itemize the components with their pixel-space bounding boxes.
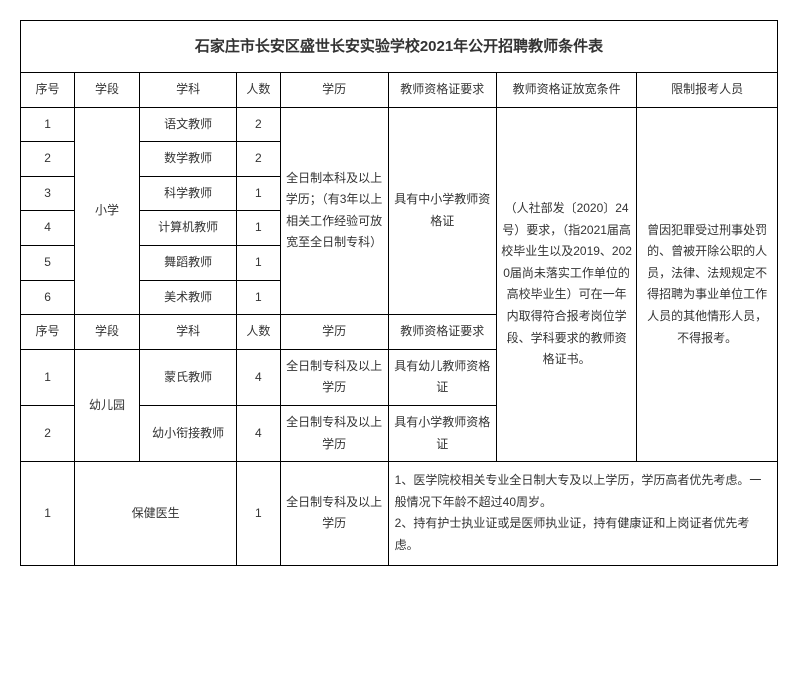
header-row-1: 序号 学段 学科 人数 学历 教师资格证要求 教师资格证放宽条件 限制报考人员 xyxy=(21,73,778,108)
table-row: 1 保健医生 1 全日制专科及以上学历 1、医学院校相关专业全日制大专及以上学历… xyxy=(21,462,778,565)
header-seq: 序号 xyxy=(21,73,75,108)
header-relax: 教师资格证放宽条件 xyxy=(496,73,637,108)
cell-edu-primary: 全日制本科及以上学历；（有3年以上相关工作经验可放宽至全日制专科） xyxy=(280,107,388,315)
cell-edu: 全日制专科及以上学历 xyxy=(280,405,388,461)
cell-count: 4 xyxy=(237,405,280,461)
cell-count: 2 xyxy=(237,142,280,177)
cell-subject-doctor: 保健医生 xyxy=(75,462,237,565)
cell-stage-kinder: 幼儿园 xyxy=(75,349,140,461)
cell-subject: 数学教师 xyxy=(139,142,236,177)
cell-subject: 语文教师 xyxy=(139,107,236,142)
title-row: 石家庄市长安区盛世长安实验学校2021年公开招聘教师条件表 xyxy=(21,21,778,73)
cell-seq: 2 xyxy=(21,405,75,461)
header-edu: 学历 xyxy=(280,73,388,108)
header-stage: 学段 xyxy=(75,315,140,350)
cell-count: 1 xyxy=(237,245,280,280)
cell-subject: 科学教师 xyxy=(139,176,236,211)
cell-count: 1 xyxy=(237,462,280,565)
header-count: 人数 xyxy=(237,315,280,350)
cell-seq: 6 xyxy=(21,280,75,315)
cell-subject: 幼小衔接教师 xyxy=(139,405,236,461)
header-subject: 学科 xyxy=(139,73,236,108)
table-row: 1 小学 语文教师 2 全日制本科及以上学历；（有3年以上相关工作经验可放宽至全… xyxy=(21,107,778,142)
header-seq: 序号 xyxy=(21,315,75,350)
cell-seq: 2 xyxy=(21,142,75,177)
cell-subject: 计算机教师 xyxy=(139,211,236,246)
cell-cert-primary: 具有中小学教师资格证 xyxy=(388,107,496,315)
header-restrict: 限制报考人员 xyxy=(637,73,778,108)
header-cert: 教师资格证要求 xyxy=(388,315,496,350)
cell-count: 1 xyxy=(237,211,280,246)
cell-count: 4 xyxy=(237,349,280,405)
cell-stage-primary: 小学 xyxy=(75,107,140,315)
cell-count: 1 xyxy=(237,280,280,315)
cell-seq: 1 xyxy=(21,107,75,142)
cell-subject: 蒙氏教师 xyxy=(139,349,236,405)
cell-subject: 舞蹈教师 xyxy=(139,245,236,280)
cell-relax: （人社部发〔2020〕24号）要求，（指2021届高校毕业生以及2019、202… xyxy=(496,107,637,462)
table-title: 石家庄市长安区盛世长安实验学校2021年公开招聘教师条件表 xyxy=(21,21,778,73)
header-cert: 教师资格证要求 xyxy=(388,73,496,108)
header-count: 人数 xyxy=(237,73,280,108)
cell-seq: 1 xyxy=(21,462,75,565)
cell-seq: 4 xyxy=(21,211,75,246)
cell-cert: 具有小学教师资格证 xyxy=(388,405,496,461)
cell-restrict: 曾因犯罪受过刑事处罚的、曾被开除公职的人员，法律、法规规定不得招聘为事业单位工作… xyxy=(637,107,778,462)
cell-count: 1 xyxy=(237,176,280,211)
cell-subject: 美术教师 xyxy=(139,280,236,315)
recruitment-table: 石家庄市长安区盛世长安实验学校2021年公开招聘教师条件表 序号 学段 学科 人… xyxy=(20,20,778,566)
cell-count: 2 xyxy=(237,107,280,142)
cell-edu: 全日制专科及以上学历 xyxy=(280,462,388,565)
header-subject: 学科 xyxy=(139,315,236,350)
cell-cert: 具有幼儿教师资格证 xyxy=(388,349,496,405)
cell-seq: 1 xyxy=(21,349,75,405)
header-stage: 学段 xyxy=(75,73,140,108)
cell-seq: 3 xyxy=(21,176,75,211)
cell-doctor-note: 1、医学院校相关专业全日制大专及以上学历，学历高者优先考虑。一般情况下年龄不超过… xyxy=(388,462,777,565)
cell-seq: 5 xyxy=(21,245,75,280)
header-edu: 学历 xyxy=(280,315,388,350)
cell-edu: 全日制专科及以上学历 xyxy=(280,349,388,405)
